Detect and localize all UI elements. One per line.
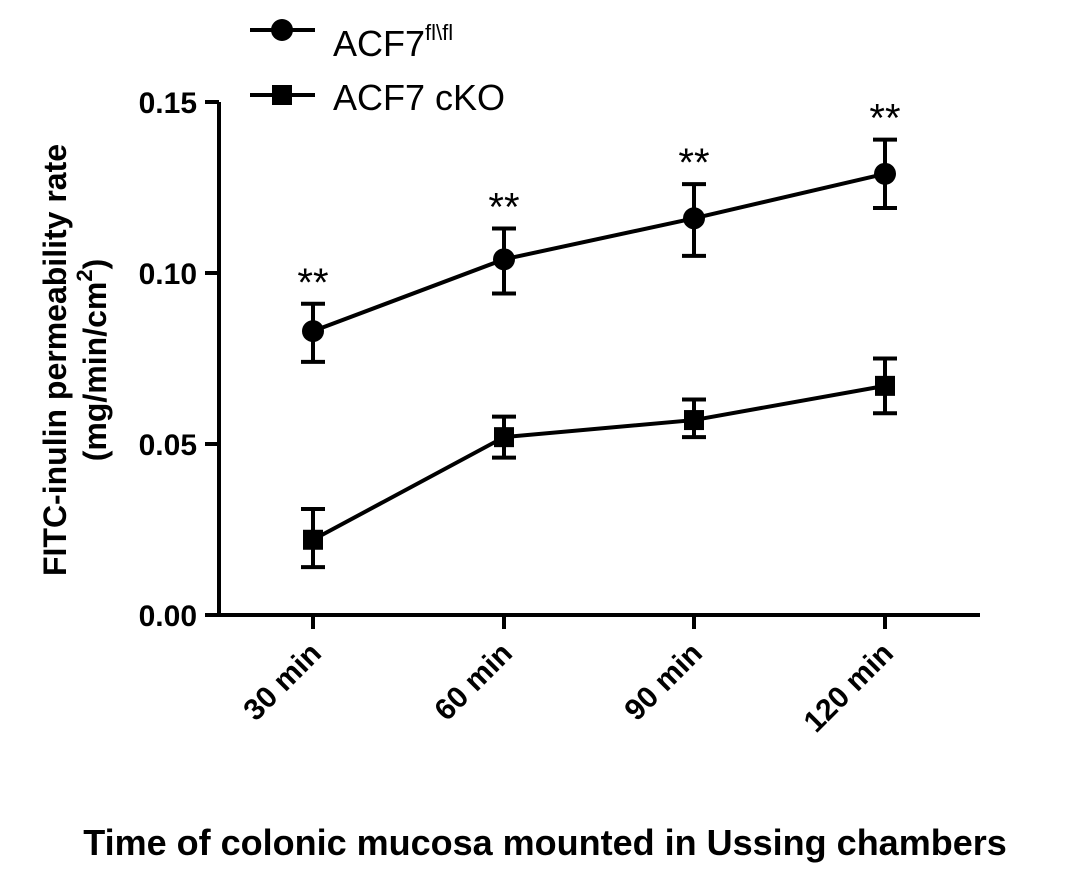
y-axis-title-line-1: FITC-inulin permeability rate [37,144,73,576]
legend-label-series-1: ACF7fl\fl [333,20,453,64]
significance-annotation: ** [297,261,328,305]
legend-marker-circle [271,19,293,41]
y-axis-title-line-2: (mg/min/cm2) [72,259,113,461]
x-tick-label: 90 min [618,637,709,728]
x-axis-title: Time of colonic mucosa mounted in Ussing… [83,822,1007,863]
significance-annotation: ** [488,186,519,230]
data-point-square [684,410,704,431]
data-point-square [875,375,895,396]
series-layer [301,137,897,570]
data-point-square [303,529,323,550]
data-point-square [494,427,514,448]
y-axis-title: FITC-inulin permeability rate (mg/min/cm… [37,144,113,576]
series-line-2 [312,383,886,542]
y-tick-label: 0.05 [139,429,197,462]
y-tick-label: 0.10 [139,258,197,291]
x-ticks: 30 min 60 min 90 min 120 min [237,615,900,739]
legend-label-series-2: ACF7 cKO [333,77,505,118]
legend-marker-square [272,85,292,105]
y-tick-label: 0.00 [139,600,197,633]
data-point-circle [683,207,705,230]
x-tick-label: 60 min [428,637,519,728]
series-line-1 [312,171,886,334]
data-point-circle [493,248,515,271]
x-tick-label: 30 min [237,637,328,728]
y-ticks: 0.00 0.05 0.10 0.15 [139,87,219,633]
data-point-circle [302,320,324,343]
x-tick-label: 120 min [798,637,900,739]
significance-annotation: ** [678,141,709,185]
annotations: ** ** ** ** [297,97,900,305]
legend: ACF7fl\fl ACF7 cKO [250,19,505,118]
y-tick-label: 0.15 [139,87,197,120]
data-point-circle [874,162,896,185]
significance-annotation: ** [869,97,900,141]
